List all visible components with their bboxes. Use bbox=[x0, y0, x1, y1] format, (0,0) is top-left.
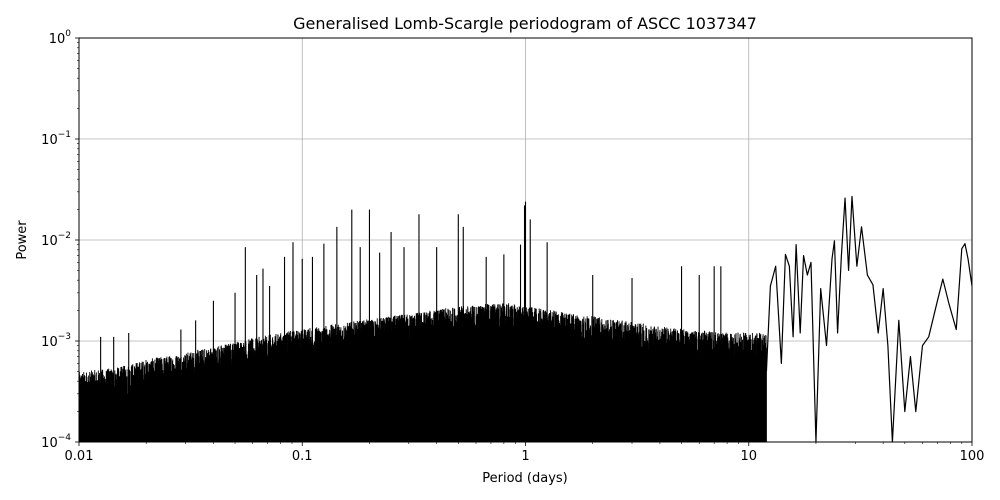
y-tick-label: 10−4 bbox=[41, 433, 71, 451]
y-tick-base: 10 bbox=[41, 234, 58, 249]
y-tick-base: 10 bbox=[41, 133, 58, 148]
y-tick-label: 10−1 bbox=[41, 130, 71, 148]
y-tick-label: 10−3 bbox=[41, 332, 71, 350]
x-tick-label: 100 bbox=[960, 449, 985, 464]
y-axis-title: Power bbox=[15, 220, 30, 260]
x-tick-label: 0.01 bbox=[65, 449, 94, 464]
y-tick-label: 100 bbox=[49, 29, 72, 47]
y-tick-exponent: −3 bbox=[58, 332, 71, 342]
data-layer bbox=[79, 195, 972, 442]
y-tick-exponent: −1 bbox=[58, 130, 71, 140]
x-tick-label: 10 bbox=[740, 449, 757, 464]
x-tick-label: 1 bbox=[521, 449, 529, 464]
y-tick-exponent: −2 bbox=[58, 231, 71, 241]
y-tick-exponent: 0 bbox=[65, 29, 71, 39]
y-tick-base: 10 bbox=[49, 32, 66, 47]
x-axis-title: Period (days) bbox=[482, 471, 568, 486]
chart-title: Generalised Lomb-Scargle periodogram of … bbox=[293, 14, 757, 33]
y-tick-base: 10 bbox=[41, 436, 58, 451]
y-tick-base: 10 bbox=[41, 335, 58, 350]
y-tick-label: 10−2 bbox=[41, 231, 71, 249]
y-tick-exponent: −4 bbox=[58, 433, 72, 443]
series-noise-forest bbox=[79, 303, 767, 442]
x-tick-label: 0.1 bbox=[292, 449, 313, 464]
series-long-period-curve bbox=[765, 195, 972, 442]
